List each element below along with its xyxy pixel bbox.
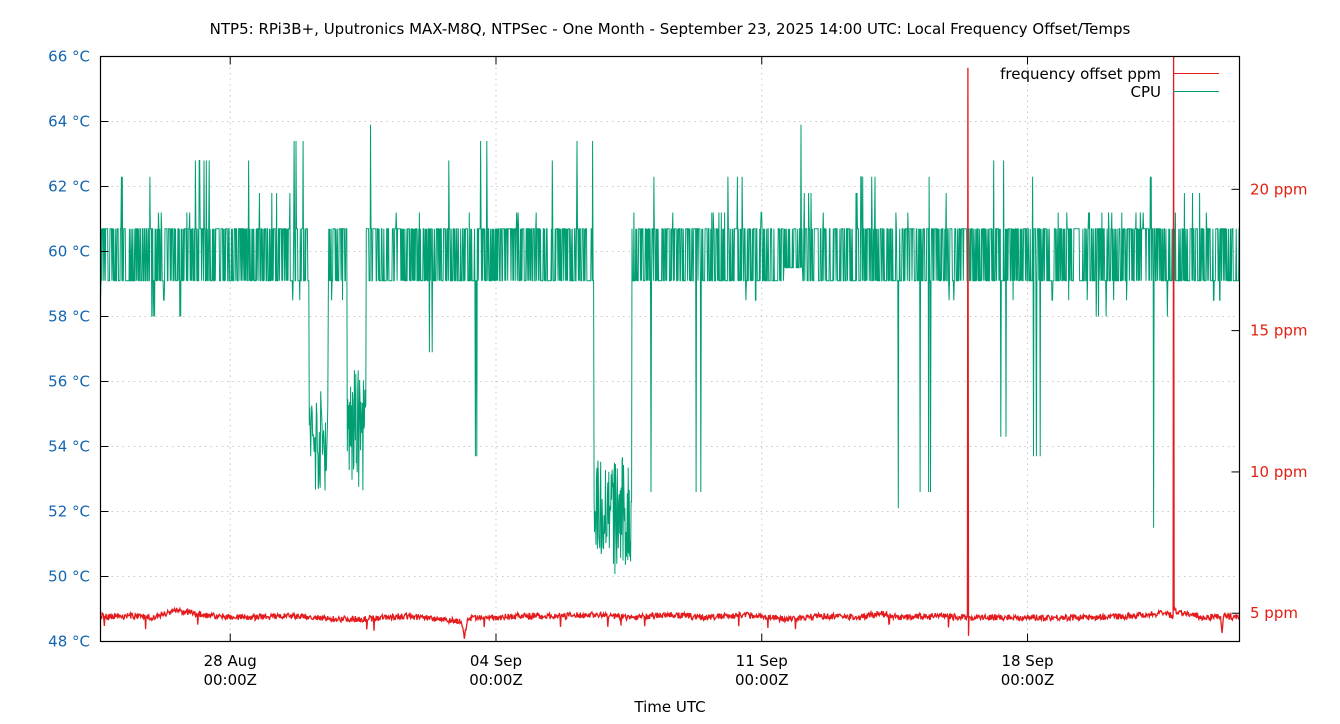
x-tick-label-time: 00:00Z (203, 671, 257, 689)
x-tick-label: 11 Sep (736, 652, 788, 670)
y-tick-label: 64 °C (48, 113, 90, 131)
y-tick-label: 54 °C (48, 438, 90, 456)
x-tick-label-time: 00:00Z (469, 671, 523, 689)
y2-tick-label: 10 ppm (1250, 463, 1308, 481)
x-tick-label-time: 00:00Z (1001, 671, 1055, 689)
y-tick-label: 48 °C (48, 633, 90, 651)
y-tick-label: 58 °C (48, 308, 90, 326)
y-tick-label: 62 °C (48, 178, 90, 196)
legend-label-freq: frequency offset ppm (1000, 65, 1161, 83)
y2-axis: 5 ppm 10 ppm 15 ppm 20 ppm (1231, 180, 1308, 622)
y-tick-label: 66 °C (48, 48, 90, 66)
x-tick-label-time: 00:00Z (735, 671, 789, 689)
y2-tick-label: 5 ppm (1250, 604, 1298, 622)
y-tick-label: 60 °C (48, 243, 90, 261)
y-tick-label: 56 °C (48, 373, 90, 391)
plot-border (99, 55, 1241, 643)
x-tick-label: 18 Sep (1001, 652, 1053, 670)
freq-line (100, 56, 1241, 639)
y2-tick-label: 15 ppm (1250, 322, 1308, 340)
chart-title: NTP5: RPi3B+, Uputronics MAX-M8Q, NTPSec… (210, 20, 1131, 38)
x-tick-label: 04 Sep (470, 652, 522, 670)
cpu-line (100, 124, 1240, 575)
legend-label-cpu: CPU (1131, 83, 1162, 101)
y-tick-label: 50 °C (48, 568, 90, 586)
y-axis: 48 °C 50 °C 52 °C 54 °C 56 °C 58 °C 60 °C 62 °C… (48, 48, 109, 651)
grid (100, 56, 1240, 642)
series-cpu (100, 124, 1240, 575)
y2-tick-label: 20 ppm (1250, 180, 1308, 198)
y-tick-label: 52 °C (48, 503, 90, 521)
x-tick-label: 28 Aug (204, 652, 257, 670)
legend: frequency offset ppm CPU (1000, 65, 1219, 101)
series-freq (100, 56, 1241, 639)
x-axis-label: Time UTC (633, 698, 705, 716)
